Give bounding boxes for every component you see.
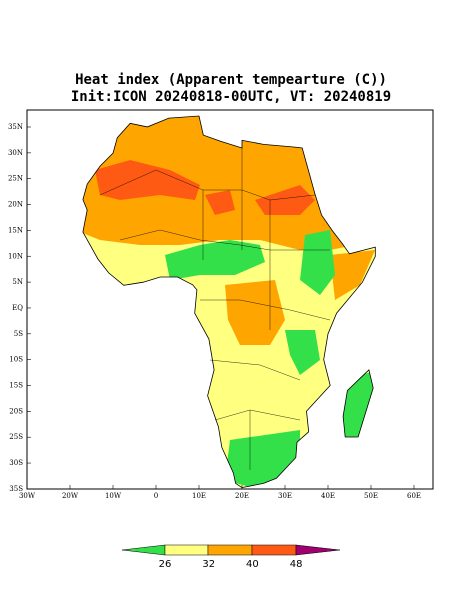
lon-label: 10E <box>192 492 206 500</box>
lat-label: 30N <box>8 149 23 157</box>
lat-label: 25N <box>8 175 23 183</box>
colorbar-segment <box>251 544 297 556</box>
lat-label: 15N <box>8 226 23 234</box>
colorbar-label: 40 <box>246 559 259 570</box>
colorbar-label: 48 <box>290 559 303 570</box>
lat-label: 10S <box>9 356 23 364</box>
lon-label: 20W <box>62 492 79 500</box>
lat-label: 15S <box>9 382 23 390</box>
lat-label: 25S <box>9 433 23 441</box>
lon-label: 0 <box>154 492 158 500</box>
lat-label: 20S <box>9 407 23 415</box>
colorbar-label: 32 <box>202 559 215 570</box>
colorbar-segment <box>121 544 166 556</box>
lon-label: 20E <box>235 492 249 500</box>
title-line: Heat index (Apparent tempearture (C)) <box>75 72 387 88</box>
coastline <box>342 369 374 438</box>
lon-label: 50E <box>364 492 378 500</box>
title-line: Init:ICON 20240818-00UTC, VT: 20240819 <box>71 89 391 105</box>
lon-label: 30W <box>19 492 36 500</box>
colorbar-segment <box>164 544 209 556</box>
colorbar-segment <box>295 544 341 556</box>
lat-label: 5S <box>14 330 23 338</box>
lat-label: 35N <box>8 123 23 131</box>
lon-label: 10W <box>105 492 122 500</box>
lat-label: 20N <box>8 201 23 209</box>
lat-label: EQ <box>12 304 23 312</box>
lon-label: 60E <box>407 492 421 500</box>
lat-label: 5N <box>12 278 23 286</box>
lat-label: 10N <box>8 252 23 260</box>
colorbar-segment <box>207 544 253 556</box>
lat-label: 35S <box>9 485 23 493</box>
lon-label: 30E <box>278 492 292 500</box>
lat-label: 30S <box>9 459 23 467</box>
colorbar-label: 26 <box>159 559 172 570</box>
lon-label: 40E <box>321 492 335 500</box>
borders <box>99 148 331 470</box>
